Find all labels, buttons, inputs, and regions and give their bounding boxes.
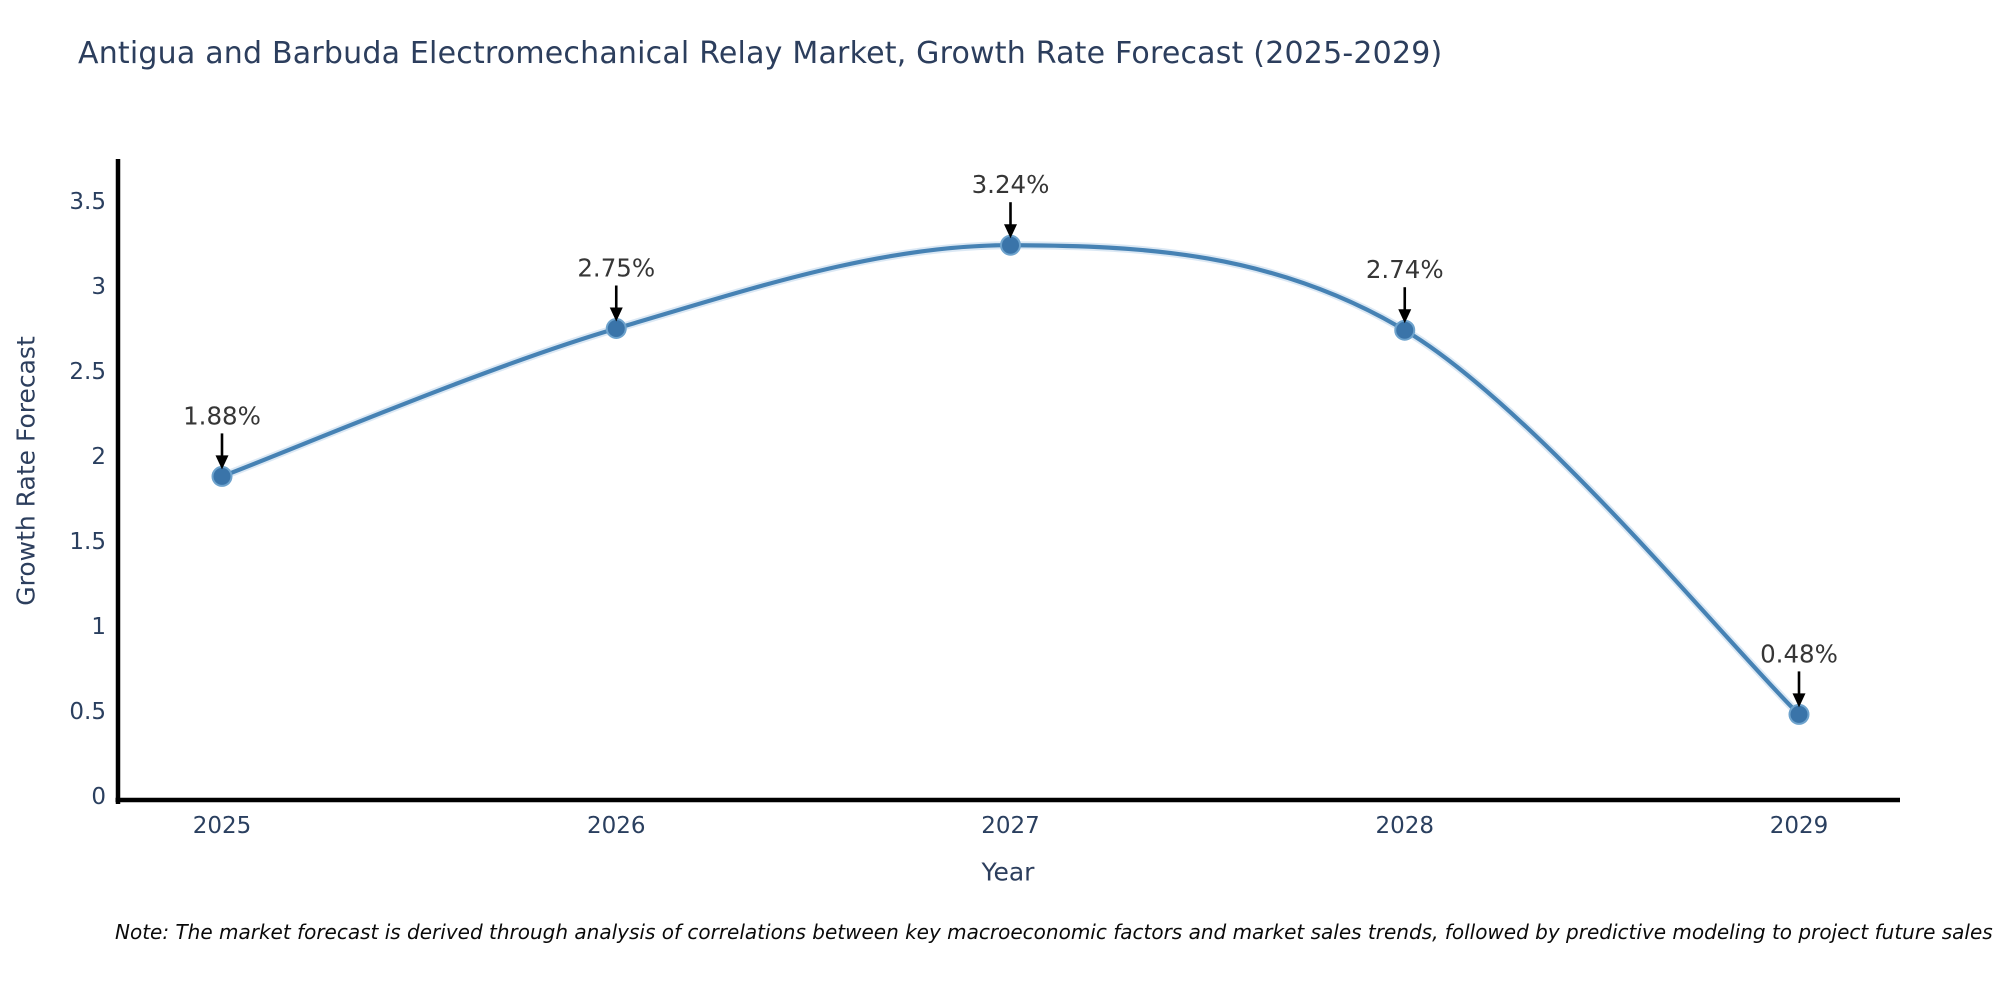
point-value-label: 2.75%: [577, 254, 655, 283]
x-tick-label: 2027: [981, 813, 1040, 839]
point-value-label: 1.88%: [183, 401, 261, 430]
data-point-2027: [1000, 234, 1021, 256]
y-tick-label: 0.5: [69, 699, 106, 725]
y-tick-label: 0: [91, 784, 106, 810]
y-tick-label: 1.5: [69, 529, 106, 555]
point-value-label: 2.74%: [1366, 255, 1444, 284]
trend-line-halo: [218, 241, 1803, 719]
y-axis-title: Growth Rate Forecast: [11, 336, 41, 606]
y-tick-label: 3.5: [69, 189, 106, 215]
x-tick-label: 2025: [193, 813, 252, 839]
y-tick-label: 2: [91, 444, 106, 470]
trend-line: [219, 243, 1802, 717]
point-value-label: 0.48%: [1760, 639, 1838, 668]
annotation-arrow-head: [1004, 224, 1017, 239]
annotation-arrow-head: [1792, 693, 1806, 708]
annotation-arrow-head: [1398, 309, 1412, 324]
data-point-2025: [211, 465, 233, 487]
x-tick-label: 2029: [1770, 813, 1829, 839]
y-tick-label: 1: [91, 614, 106, 640]
annotation-arrow-head: [609, 307, 623, 322]
point-value-label: 3.24%: [972, 170, 1050, 199]
data-point-2028: [1394, 319, 1416, 341]
footnote: Note: The market forecast is derived thr…: [115, 920, 1993, 944]
y-tick-label: 3: [91, 274, 106, 300]
y-tick-label: 2.5: [69, 359, 106, 385]
annotation-arrow-head: [215, 455, 229, 470]
chart-title: Antigua and Barbuda Electromechanical Re…: [78, 36, 1443, 71]
x-axis-title: Year: [981, 857, 1035, 887]
data-point-2029: [1788, 703, 1810, 725]
x-tick-label: 2028: [1375, 813, 1434, 839]
data-point-2026: [605, 318, 627, 339]
x-tick-label: 2026: [587, 813, 646, 839]
